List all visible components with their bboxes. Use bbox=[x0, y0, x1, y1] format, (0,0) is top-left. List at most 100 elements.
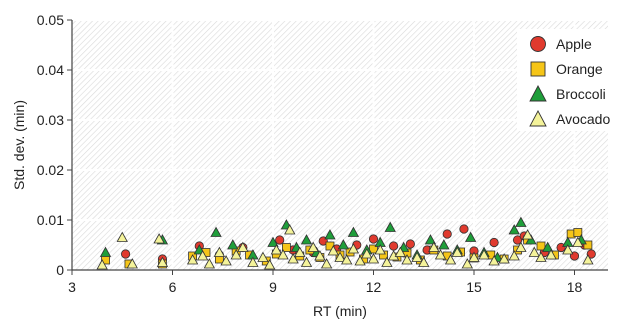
broccoli-point bbox=[542, 241, 554, 252]
broccoli-point bbox=[438, 239, 450, 250]
orange-point bbox=[281, 243, 291, 252]
avocado-point bbox=[307, 241, 319, 252]
avocado-point bbox=[213, 246, 226, 257]
y-tick-label: 0 bbox=[56, 262, 64, 278]
series-avocado bbox=[96, 224, 594, 270]
avocado-point bbox=[196, 250, 209, 261]
legend-label: Orange bbox=[556, 61, 603, 77]
legend-marker bbox=[529, 110, 547, 127]
y-tick-label: 0.03 bbox=[37, 112, 64, 128]
apple-point bbox=[405, 239, 415, 249]
avocado-point bbox=[263, 259, 276, 270]
legend-label: Avocado bbox=[556, 111, 610, 127]
legend-marker bbox=[530, 61, 546, 77]
avocado-point bbox=[116, 231, 128, 242]
orange-point bbox=[536, 241, 546, 251]
avocado-point bbox=[186, 254, 199, 265]
avocado-point bbox=[367, 253, 380, 264]
avocado-point bbox=[535, 251, 547, 262]
broccoli-point bbox=[210, 226, 222, 237]
legend-item-apple: Apple bbox=[530, 36, 592, 52]
orange-point bbox=[583, 240, 593, 250]
legend: Apple Orange Broccoli Avocado bbox=[517, 29, 615, 131]
avocado-point bbox=[411, 251, 423, 262]
y-axis-ticks: 0 0.01 0.02 0.03 0.04 0.05 bbox=[37, 12, 72, 278]
avocado-point bbox=[287, 253, 299, 264]
axes bbox=[71, 20, 608, 271]
avocado-point bbox=[314, 250, 326, 261]
data-points bbox=[96, 216, 596, 270]
avocado-point bbox=[434, 249, 447, 260]
avocado-point bbox=[354, 255, 366, 266]
orange-point bbox=[325, 241, 335, 251]
broccoli-point bbox=[99, 246, 112, 257]
gridlines bbox=[72, 19, 608, 270]
apple-point bbox=[512, 235, 523, 245]
x-tick-label: 3 bbox=[68, 279, 76, 295]
avocado-point bbox=[451, 246, 463, 257]
avocado-point bbox=[394, 246, 406, 257]
legend-label: Apple bbox=[556, 36, 592, 52]
broccoli-point bbox=[508, 224, 520, 235]
avocado-point bbox=[401, 254, 413, 265]
x-tick-label: 12 bbox=[366, 279, 382, 295]
avocado-point bbox=[521, 229, 534, 240]
avocado-point bbox=[444, 254, 457, 265]
avocado-point bbox=[515, 241, 527, 252]
legend-marker bbox=[529, 85, 547, 102]
avocado-point bbox=[428, 241, 440, 252]
avocado-point bbox=[334, 251, 346, 262]
avocado-point bbox=[468, 251, 480, 262]
y-tick-label: 0.05 bbox=[37, 12, 64, 28]
apple-point bbox=[489, 237, 499, 248]
avocado-point bbox=[270, 244, 283, 255]
avocado-point bbox=[418, 256, 430, 267]
avocado-point bbox=[582, 254, 594, 265]
avocado-point bbox=[374, 244, 386, 255]
broccoli-point bbox=[300, 234, 313, 245]
apple-point bbox=[586, 249, 596, 259]
avocado-point bbox=[478, 249, 490, 260]
x-tick-label: 18 bbox=[567, 279, 583, 295]
avocado-point bbox=[347, 243, 360, 254]
apple-point bbox=[275, 235, 285, 245]
legend-item-broccoli: Broccoli bbox=[529, 85, 606, 102]
avocado-point bbox=[96, 259, 108, 270]
avocado-point bbox=[545, 249, 557, 260]
avocado-point bbox=[361, 248, 373, 259]
legend-label: Broccoli bbox=[556, 86, 606, 102]
orange-point bbox=[369, 244, 378, 254]
x-axis-ticks: 3 6 9 12 15 18 bbox=[68, 270, 582, 295]
avocado-point bbox=[341, 254, 353, 265]
broccoli-point bbox=[324, 229, 336, 240]
x-tick-label: 15 bbox=[466, 279, 482, 295]
apple-point bbox=[368, 234, 379, 244]
avocado-point bbox=[126, 258, 138, 269]
avocado-point bbox=[498, 253, 510, 264]
avocado-point bbox=[257, 251, 269, 262]
avocado-point bbox=[156, 256, 169, 267]
broccoli-point bbox=[347, 226, 360, 237]
avocado-point bbox=[508, 250, 520, 261]
avocado-point bbox=[488, 255, 500, 266]
y-tick-label: 0.04 bbox=[37, 62, 64, 78]
broccoli-point bbox=[267, 236, 279, 247]
x-axis-title: RT (min) bbox=[313, 303, 367, 319]
legend-item-orange: Orange bbox=[530, 61, 603, 77]
x-tick-label: 9 bbox=[269, 279, 277, 295]
broccoli-point bbox=[337, 239, 350, 250]
avocado-point bbox=[381, 256, 393, 267]
avocado-point bbox=[153, 233, 165, 244]
y-tick-label: 0.01 bbox=[37, 212, 64, 228]
broccoli-point bbox=[464, 231, 477, 242]
avocado-point bbox=[562, 244, 574, 255]
avocado-point bbox=[461, 258, 473, 269]
avocado-point bbox=[277, 249, 289, 260]
orange-point bbox=[573, 228, 583, 237]
apple-point bbox=[442, 229, 452, 239]
avocado-point bbox=[572, 236, 584, 247]
broccoli-point bbox=[384, 221, 396, 232]
legend-item-avocado: Avocado bbox=[529, 110, 610, 127]
avocado-point bbox=[203, 258, 216, 269]
